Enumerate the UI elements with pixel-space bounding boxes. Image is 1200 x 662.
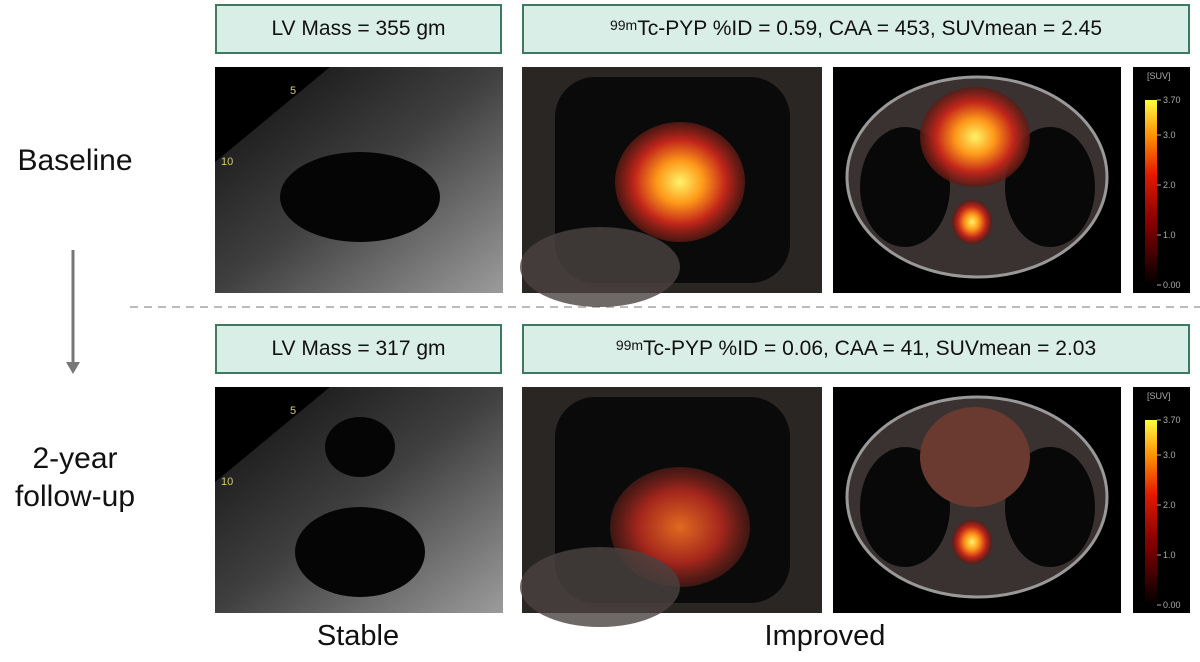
row-label-line: Baseline bbox=[17, 144, 133, 177]
row-label: 2-year follow-up bbox=[0, 440, 150, 516]
box-text: LV Mass = 355 gm bbox=[271, 17, 446, 40]
colorbar-tick-label: 1.0 bbox=[1163, 550, 1176, 560]
colorbar-unit: [SUV] bbox=[1147, 71, 1171, 81]
colorbar-tick-label: 3.0 bbox=[1163, 130, 1176, 140]
colorbar-tick-label: 0.00 bbox=[1163, 600, 1181, 610]
pyp-box: 99m Tc-PYP %ID = 0.59, CAA = 453, SUVmean… bbox=[522, 4, 1190, 54]
pet-lung bbox=[1005, 447, 1095, 567]
box-text: Tc-PYP %ID = 0.06, CAA = 41, SUVmean = 2… bbox=[643, 337, 1097, 360]
colorbar-unit: [SUV] bbox=[1147, 391, 1171, 401]
pet-spine bbox=[952, 200, 992, 244]
pyp-box: 99m Tc-PYP %ID = 0.06, CAA = 41, SUVmean … bbox=[522, 324, 1190, 374]
echo-depth-mark: 5 bbox=[290, 405, 296, 417]
footer-label: Improved bbox=[764, 620, 886, 652]
echo-chamber bbox=[295, 507, 425, 597]
colorbar-tick-label: 0.00 bbox=[1163, 280, 1181, 290]
echo-chamber bbox=[280, 152, 440, 242]
row-label-line: 2-year bbox=[32, 442, 118, 475]
pet-heart bbox=[615, 122, 745, 242]
pet-lung bbox=[1005, 127, 1095, 247]
colorbar-tick-label: 2.0 bbox=[1163, 180, 1176, 190]
echo-depth-mark: 10 bbox=[221, 156, 233, 168]
colorbar-tick-label: 3.0 bbox=[1163, 450, 1176, 460]
colorbar-frame bbox=[1133, 67, 1190, 293]
echo-depth-mark: 5 bbox=[290, 85, 296, 97]
echo-box: LV Mass = 317 gm bbox=[215, 324, 502, 374]
colorbar-tick-label: 3.70 bbox=[1163, 415, 1181, 425]
box-superscript: 99m bbox=[615, 337, 644, 353]
colorbar bbox=[1145, 420, 1157, 605]
echo-depth-mark: 10 bbox=[221, 476, 233, 488]
row-label-line: follow-up bbox=[14, 480, 136, 513]
row-label: Baseline bbox=[0, 142, 150, 180]
colorbar bbox=[1145, 100, 1157, 285]
colorbar-tick-label: 1.0 bbox=[1163, 230, 1176, 240]
pet-heart bbox=[920, 87, 1030, 187]
box-text: Tc-PYP %ID = 0.59, CAA = 453, SUVmean = … bbox=[637, 17, 1103, 40]
pet-heart bbox=[920, 407, 1030, 507]
footer-label: Stable bbox=[316, 620, 400, 652]
arrow-head bbox=[66, 362, 80, 374]
colorbar-frame bbox=[1133, 387, 1190, 613]
pet-liver bbox=[520, 547, 680, 627]
box-text: LV Mass = 317 gm bbox=[271, 337, 446, 360]
pet-liver bbox=[520, 227, 680, 307]
colorbar-tick-label: 2.0 bbox=[1163, 500, 1176, 510]
echo-chamber bbox=[325, 417, 395, 477]
echo-sector bbox=[215, 387, 503, 613]
echo-box: LV Mass = 355 gm bbox=[215, 4, 502, 54]
pet-spine bbox=[952, 520, 992, 564]
colorbar-tick-label: 3.70 bbox=[1163, 95, 1181, 105]
box-superscript: 99m bbox=[609, 17, 638, 33]
